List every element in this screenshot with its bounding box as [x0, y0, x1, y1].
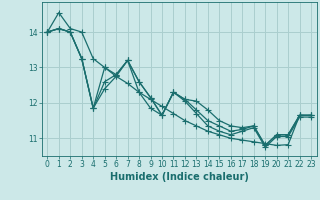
X-axis label: Humidex (Indice chaleur): Humidex (Indice chaleur)	[110, 172, 249, 182]
